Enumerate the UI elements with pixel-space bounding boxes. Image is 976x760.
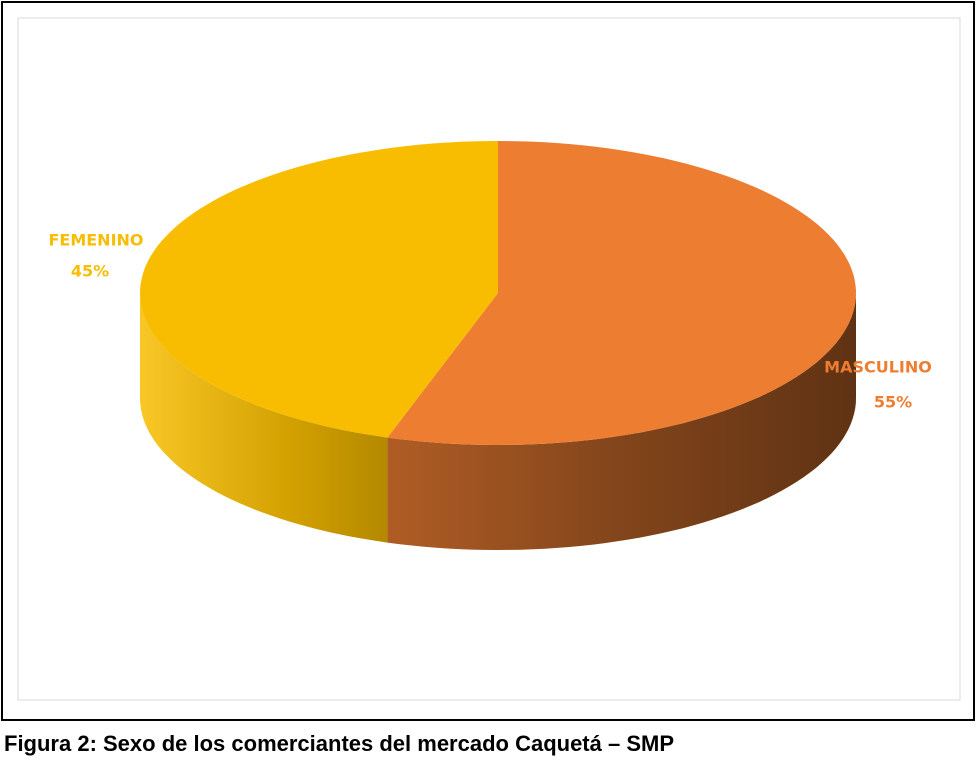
category-label: MASCULINO xyxy=(824,358,932,377)
slice-side-shade xyxy=(387,293,856,550)
pie xyxy=(140,141,856,550)
slice-side-shade xyxy=(140,293,388,543)
slice xyxy=(387,141,856,445)
slice xyxy=(140,141,498,438)
category-label: FEMENINO xyxy=(48,231,143,250)
caption: Figura 2: Sexo de los comerciantes del m… xyxy=(4,731,674,756)
value-label: 45% xyxy=(71,262,109,281)
value-label: 55% xyxy=(874,393,912,412)
